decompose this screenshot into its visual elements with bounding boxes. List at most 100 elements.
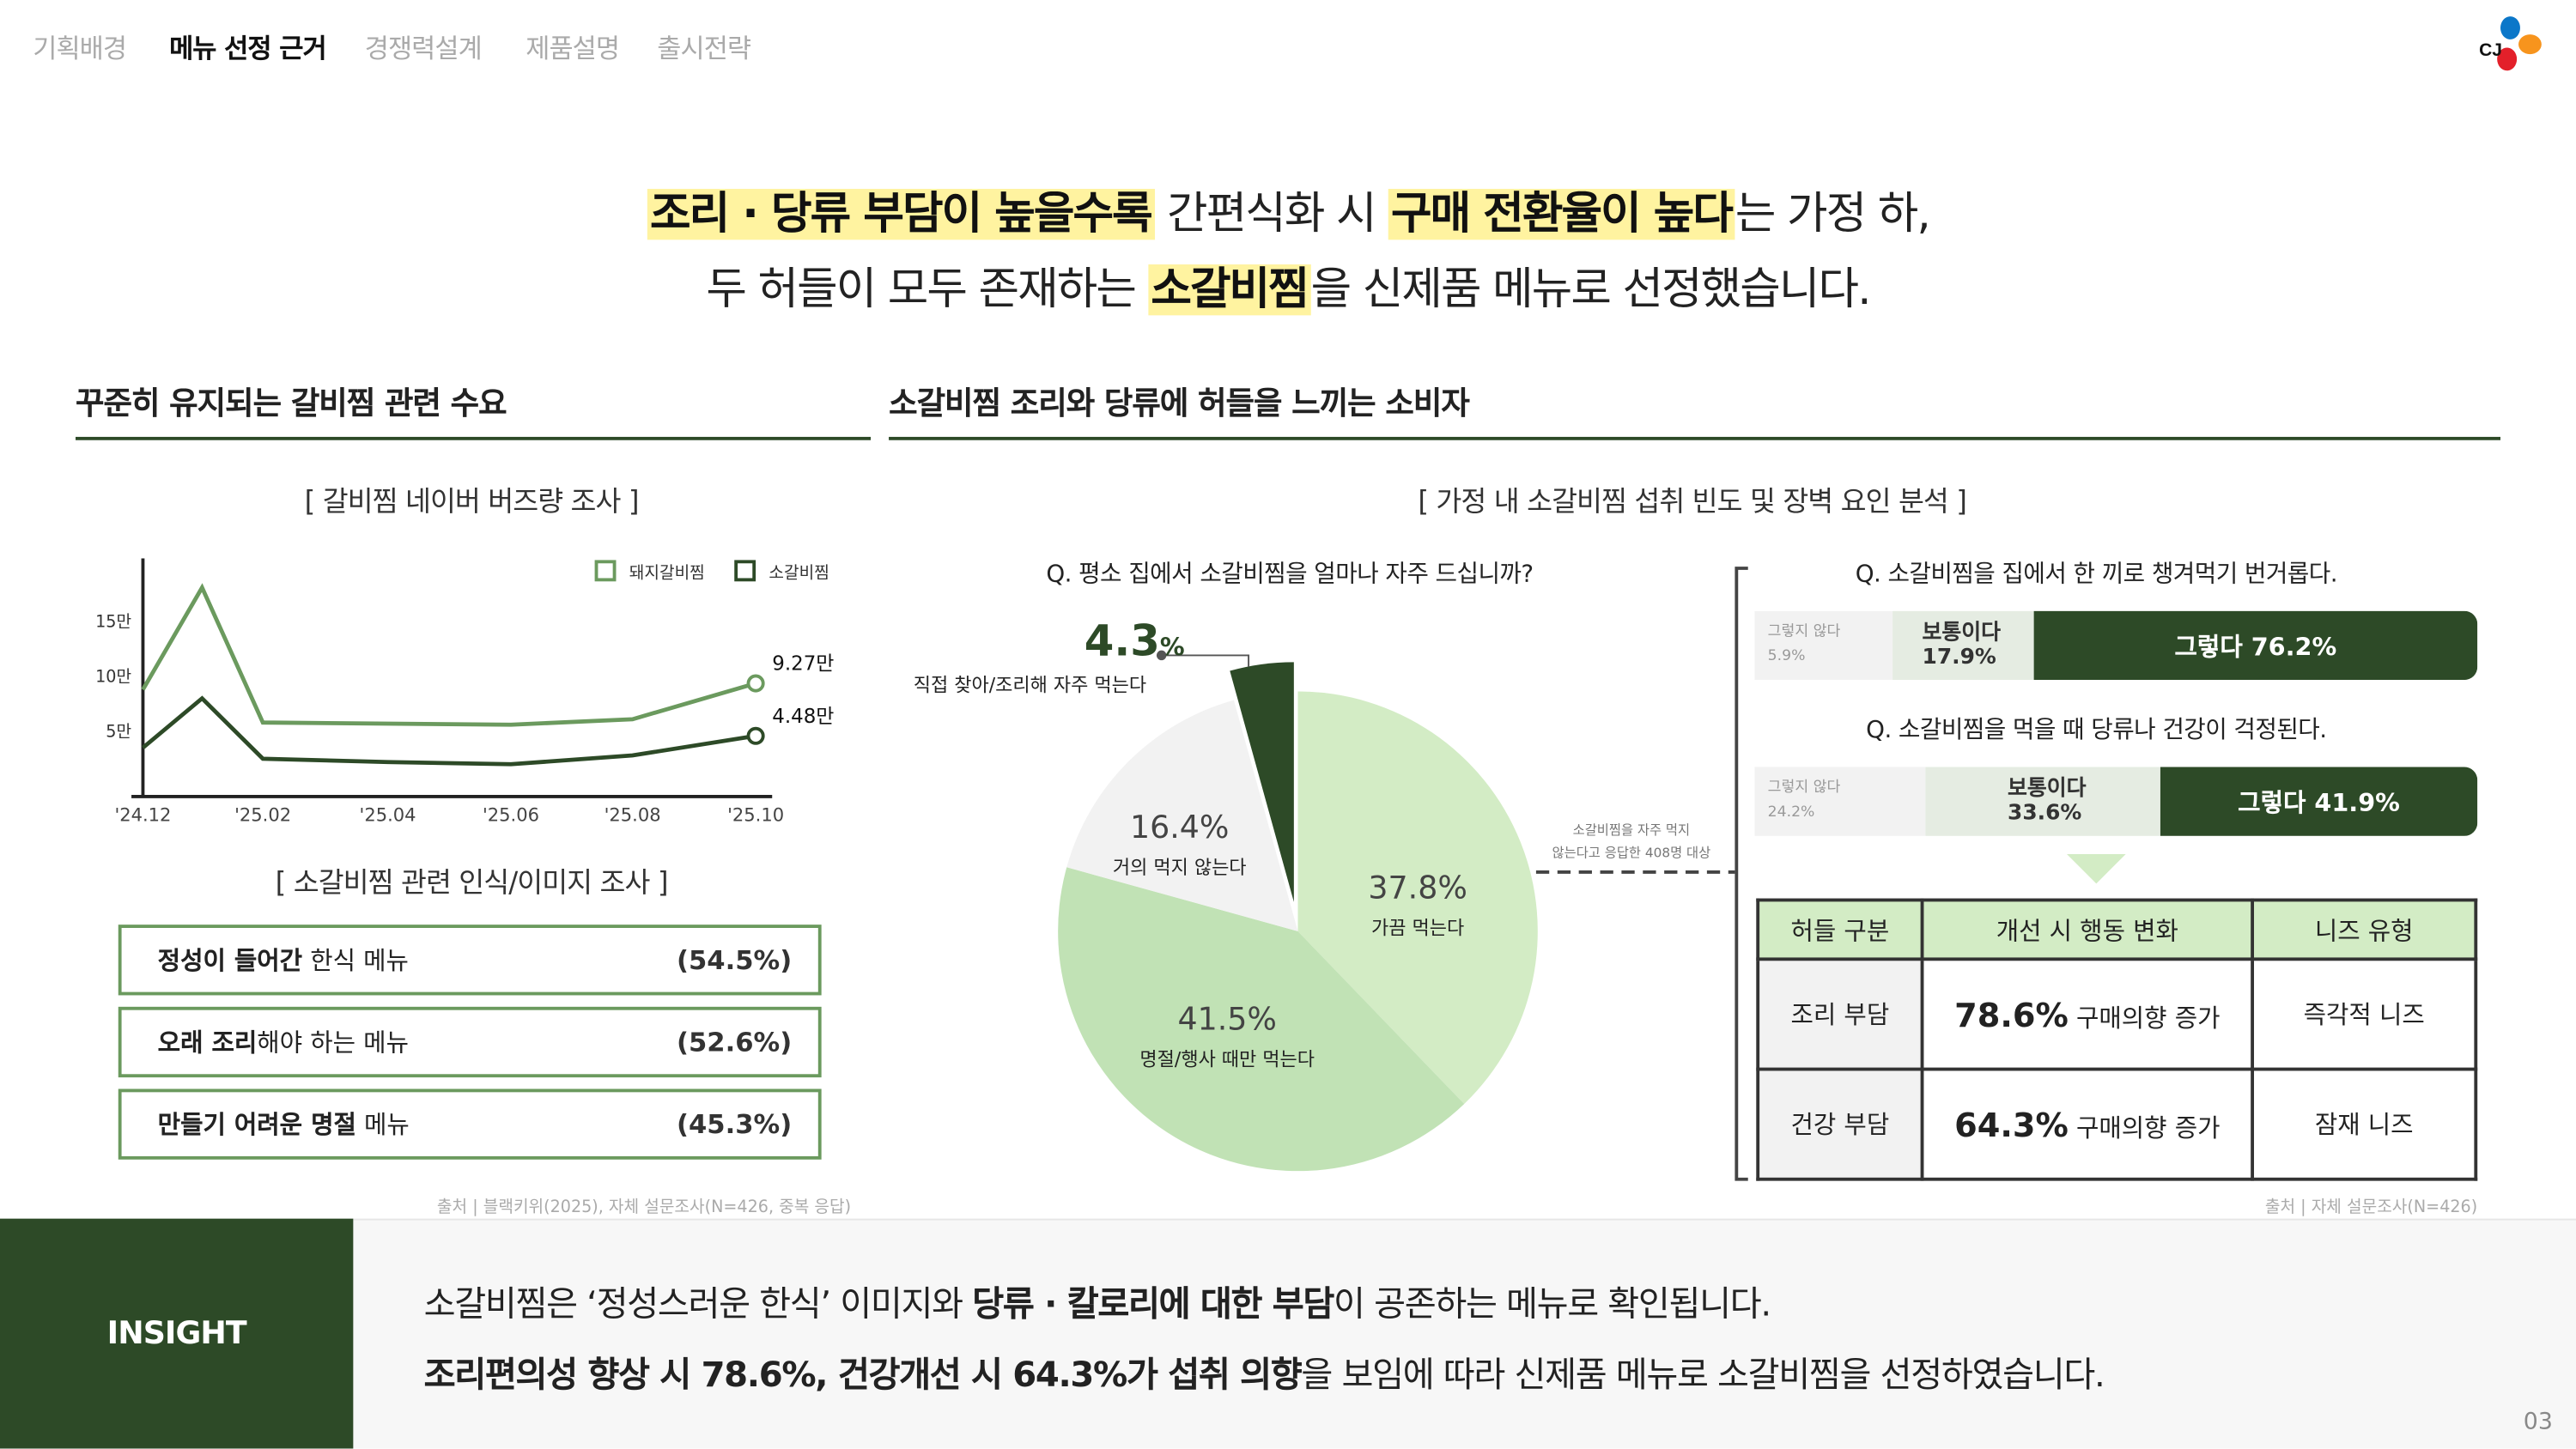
left-section-title: 꾸준히 유지되는 갈비찜 관련 수요: [76, 385, 507, 422]
value: 4.3: [1084, 617, 1160, 667]
image-subtitle: [ 소갈비찜 관련 인식/이미지 조사 ]: [275, 867, 669, 900]
text: 이 공존하는 메뉴로 확인됩니다.: [1334, 1284, 1771, 1325]
note-line: 소갈비찜을 자주 먹지: [1572, 822, 1691, 838]
text: 한식 메뉴: [302, 946, 409, 976]
divider: [76, 436, 872, 440]
value: 64.3%: [1954, 1104, 2069, 1144]
small-slice-label: 직접 찾아/조리해 자주 먹는다: [913, 673, 1147, 697]
label: 보통이다: [1922, 621, 2002, 646]
slice-value: 37.8%: [1368, 870, 1467, 906]
divider: [889, 436, 2500, 440]
value: 24.2%: [1767, 804, 1815, 822]
end-point-marker: [746, 674, 765, 693]
stacked-bar-2: 그렇지 않다 24.2% 보통이다 33.6% 그렇다 41.9%: [1754, 767, 2478, 836]
bar-question-1: Q. 소갈비찜을 집에서 한 끼로 챙겨먹기 번거롭다.: [1855, 561, 2338, 588]
table-row: 조리 부담 78.6% 구매의향 증가 즉각적 니즈: [1756, 957, 2478, 1071]
series-line-1: [141, 695, 756, 767]
table-row: 건강 부담 64.3% 구매의향 증가 잠재 니즈: [1756, 1067, 2478, 1181]
slice-label: 거의 먹지 않는다: [1113, 858, 1247, 879]
legend-swatch: [594, 560, 617, 582]
frequency-pie-chart: 37.8% 가끔 먹는다 41.5% 명절/행사 때만 먹는다 16.4% 거의 먹지 않…: [1058, 650, 1538, 1172]
bold-text: 정성이 들어간: [157, 946, 303, 976]
pie-slice: [1230, 662, 1294, 902]
legend-label: 돼지갈비찜: [629, 562, 705, 582]
highlight: 조리 · 당류 부담이 높을수록: [647, 189, 1155, 240]
insight-panel: [353, 1218, 2576, 1449]
tab-planning-background[interactable]: 기획배경: [33, 33, 127, 64]
bar-segment-mid: 보통이다 17.9%: [1893, 610, 2034, 681]
cj-logo: CJ: [2479, 16, 2542, 71]
table-header: 허들 구분 개선 시 행동 변화 니즈 유형: [1756, 898, 2478, 961]
perception-item: 오래 조리해야 하는 메뉴 (52.6%): [118, 1006, 822, 1078]
label: 보통이다: [2008, 776, 2087, 802]
tab-launch[interactable]: 출시전략: [657, 33, 751, 64]
text: 구매의향 증가: [2068, 1113, 2221, 1143]
highlight: 구매 전환율이 높다: [1388, 189, 1735, 240]
header-cell: 니즈 유형: [2251, 898, 2478, 961]
y-tick-label: 10만: [95, 666, 131, 686]
bold-text: 당류 · 칼로리에 대한 부담: [972, 1284, 1334, 1325]
x-tick-label: '25.06: [483, 804, 539, 826]
bar-segment-no: 그렇지 않다 24.2%: [1754, 767, 1926, 836]
text: 을 보임에 따라 신제품 메뉴로 소갈비찜을 선정하였습니다.: [1301, 1355, 2105, 1395]
label: 그렇지 않다: [1767, 624, 1841, 641]
value: 5.9%: [1767, 648, 1806, 665]
tab-competitiveness[interactable]: 경쟁력설계: [364, 33, 483, 64]
leader-line: [1161, 654, 1250, 667]
x-tick-label: '25.08: [605, 804, 661, 826]
connector-bracket: [1535, 567, 1748, 1181]
right-source: 출처 | 자체 설문조사(N=426): [2264, 1198, 2478, 1217]
y-tick-label: 5만: [106, 721, 131, 741]
text: 두 허들이 모두 존재하는: [706, 264, 1148, 316]
change-cell: 78.6% 구매의향 증가: [1920, 957, 2255, 1071]
text: 메뉴: [355, 1110, 410, 1140]
header-cell: 허들 구분: [1756, 898, 1924, 961]
value: 17.9%: [1922, 645, 1996, 670]
buzz-line-chart: 5만 10만 15만 '24.12 '25.02 '25.04 '25.06 '25.08 '2…: [95, 558, 834, 826]
hurdle-cell: 건강 부담: [1756, 1067, 1924, 1181]
hurdle-table: 허들 구분 개선 시 행동 변화 니즈 유형 조리 부담 78.6% 구매의향 …: [1756, 898, 2478, 1181]
series-line-0: [141, 583, 756, 727]
bar-question-2: Q. 소갈비찜을 먹을 때 당류나 건강이 걱정된다.: [1866, 718, 2327, 744]
percent-sign: %: [1159, 632, 1185, 663]
note-line: 않는다고 응답한 408명 대상: [1552, 846, 1711, 861]
page-number: 03: [2523, 1409, 2553, 1436]
tab-menu-selection[interactable]: 메뉴 선정 근거: [169, 33, 327, 64]
leader-dot: [1156, 650, 1167, 661]
text: 을 신제품 메뉴로 선정했습니다.: [1310, 264, 1872, 316]
value: 33.6%: [2008, 801, 2082, 827]
slice-label: 가끔 먹는다: [1371, 919, 1464, 940]
chevron-down-icon: [2066, 853, 2126, 884]
tab-product[interactable]: 제품설명: [526, 33, 620, 64]
end-point-marker: [746, 726, 765, 745]
change-cell: 64.3% 구매의향 증가: [1920, 1067, 2255, 1181]
bar-segment-no: 그렇지 않다 5.9%: [1754, 610, 1893, 681]
y-tick-label: 15만: [95, 611, 131, 631]
percent: (54.5%): [676, 944, 793, 976]
text: 해야 하는 메뉴: [257, 1028, 409, 1058]
text: 구매의향 증가: [2068, 1003, 2221, 1033]
bar-segment-mid: 보통이다 33.6%: [1925, 767, 2160, 836]
label: 그렇지 않다: [1767, 779, 1841, 797]
slice-value: 16.4%: [1130, 809, 1229, 846]
headline-line-1: 조리 · 당류 부담이 높을수록 간편식화 시 구매 전환율이 높다 는 가정 하…: [0, 178, 2576, 242]
headline-line-2: 두 허들이 모두 존재하는 소갈비찜 을 신제품 메뉴로 선정했습니다.: [0, 253, 2576, 318]
insight-line-2: 조리편의성 향상 시 78.6%, 건강개선 시 64.3%가 섭취 의향을 보…: [424, 1349, 2105, 1397]
legend-swatch: [734, 560, 756, 582]
bar-segment-yes: 그렇다 76.2%: [2033, 610, 2478, 681]
value: 78.6%: [1954, 994, 2069, 1034]
x-tick-label: '25.02: [234, 804, 291, 826]
value: 그렇다 76.2%: [2174, 631, 2337, 662]
need-cell: 잠재 니즈: [2251, 1067, 2478, 1181]
text: 는 가정 하,: [1735, 189, 1931, 240]
bold-text: 조리편의성 향상 시 78.6%, 건강개선 시 64.3%가 섭취 의향: [423, 1355, 1303, 1395]
end-value-label: 4.48만: [772, 706, 834, 728]
perception-item: 만들기 어려운 명절 메뉴 (45.3%): [118, 1088, 822, 1160]
stacked-bar-1: 그렇지 않다 5.9% 보통이다 17.9% 그렇다 76.2%: [1754, 610, 2478, 681]
value: 그렇다 41.9%: [2238, 787, 2400, 817]
slice-value: 41.5%: [1177, 1001, 1276, 1038]
perception-item: 정성이 들어간 한식 메뉴 (54.5%): [118, 925, 822, 996]
right-section-title: 소갈비찜 조리와 당류에 허들을 느끼는 소비자: [889, 385, 1470, 422]
